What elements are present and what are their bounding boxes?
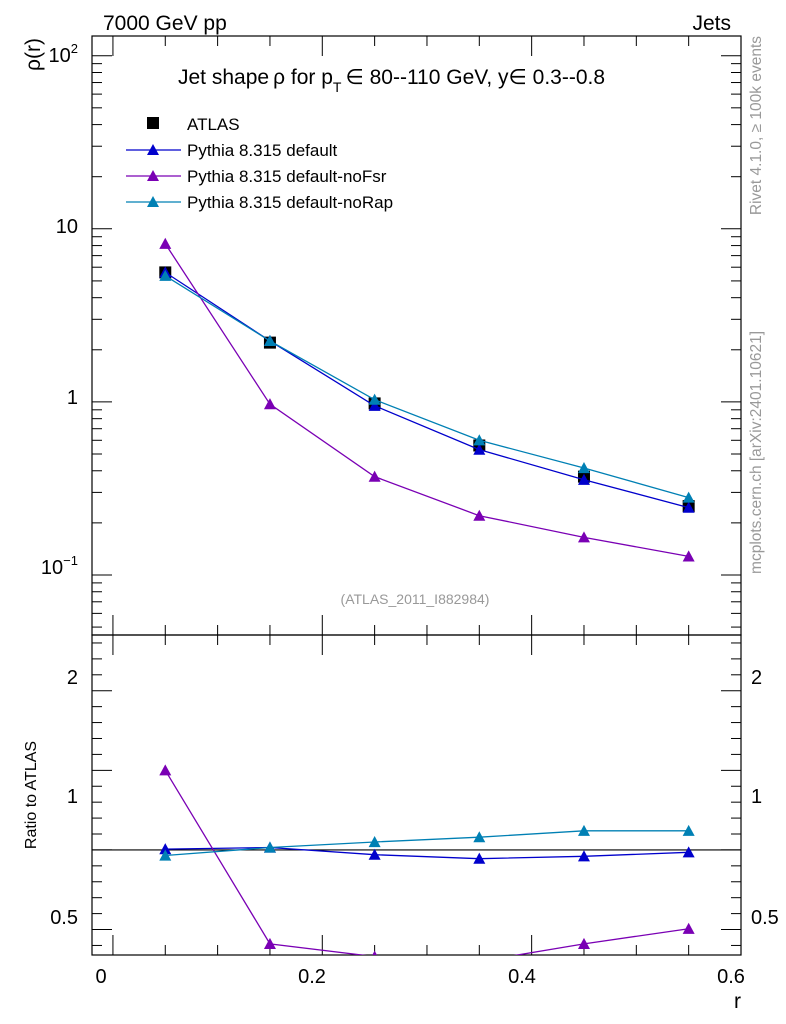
- data-point-noFsr: [263, 398, 276, 410]
- ratio-line-default: [165, 846, 689, 860]
- ratio-line-noRap: [165, 830, 689, 857]
- x-tick-label-0: 0: [95, 966, 106, 988]
- y-tick-label-0p1-base: 10: [41, 557, 63, 579]
- x-tick-labels: 0 0.2 0.4 0.6: [95, 966, 744, 988]
- x-axis-ticks: [112, 36, 742, 955]
- legend-marker-nofsr: [147, 170, 159, 181]
- ratio-y-tick-label-1-left: 1: [67, 786, 78, 808]
- ratio-point-noRap: [577, 824, 590, 836]
- y-tick-label-10: 10: [56, 216, 78, 238]
- ratio-y-tick-label-0p5-right: 0.5: [751, 907, 779, 929]
- legend-marker-atlas: [147, 117, 159, 129]
- data-point-noFsr: [577, 531, 590, 543]
- analysis-watermark: (ATLAS_2011_I882984): [341, 591, 490, 607]
- title-for: for: [285, 66, 321, 89]
- data-point-noRap: [159, 269, 172, 281]
- ratio-point-noRap: [263, 841, 276, 853]
- y-tick-label-100: 102: [49, 41, 78, 67]
- main-y-axis-label: ρ(r): [22, 38, 45, 71]
- ratio-y-axis-label: Ratio to ATLAS: [23, 741, 40, 849]
- data-point-noRap: [263, 334, 276, 347]
- ratio-point-default: [682, 846, 695, 858]
- x-tick-label-0p6: 0.6: [717, 966, 745, 988]
- data-point-default: [682, 501, 695, 513]
- main-y-tick-labels: 102 10 1 10−1: [41, 41, 78, 579]
- series-line-noRap: [164, 275, 689, 499]
- data-point-default: [368, 399, 381, 411]
- y-tick-label-100-exp: 2: [71, 41, 78, 56]
- data-point-noFsr: [473, 509, 486, 521]
- title-rho: ρ: [273, 66, 285, 89]
- ratio-point-default: [159, 843, 172, 855]
- y-tick-label-1: 1: [67, 387, 78, 409]
- ratio-point-noRap: [682, 824, 695, 836]
- main-series-layer: [159, 237, 695, 562]
- data-point-noFsr: [368, 470, 381, 482]
- ratio-point-default: [577, 850, 590, 862]
- ratio-point-noRap: [473, 831, 486, 843]
- ratio-point-noFsr: [159, 764, 172, 776]
- legend-label-default: Pythia 8.315 default: [187, 141, 338, 160]
- ratio-line-noFsr: [164, 769, 689, 955]
- main-y-axis-ticks: [92, 55, 741, 628]
- legend-marker-norap: [147, 196, 159, 207]
- ratio-point-noFsr: [473, 955, 485, 966]
- series-line-noFsr: [164, 243, 689, 558]
- title-subscript-t: T: [333, 79, 342, 95]
- mcplots-reference-label: mcplots.cern.ch [arXiv:2401.10621]: [748, 331, 765, 574]
- legend-label-nofsr: Pythia 8.315 default-noFsr: [187, 167, 387, 186]
- ratio-series-layer: [92, 764, 741, 966]
- ratio-point-default: [368, 848, 381, 860]
- ratio-point-noFsr: [577, 937, 590, 949]
- data-point-noFsr: [159, 237, 172, 249]
- ratio-point-noFsr: [263, 937, 276, 949]
- ratio-point-default: [473, 852, 486, 864]
- y-tick-label-0p1-exp: −1: [63, 553, 78, 568]
- legend-label-atlas: ATLAS: [187, 115, 240, 134]
- rivet-version-label: Rivet 4.1.0, ≥ 100k events: [748, 36, 765, 215]
- ratio-y-axis-ticks: [92, 642, 741, 946]
- data-point-noRap: [368, 393, 381, 405]
- y-tick-label-100-base: 10: [49, 45, 71, 67]
- ratio-point-noFsr: [682, 922, 695, 934]
- data-point-default: [473, 443, 486, 455]
- ratio-y-tick-label-0p5-left: 0.5: [50, 907, 78, 929]
- data-point-default: [577, 473, 590, 485]
- legend-marker-default: [147, 144, 159, 155]
- x-tick-label-0p4: 0.4: [508, 966, 536, 988]
- data-point-noRap: [473, 434, 486, 446]
- ratio-series-clipped: [159, 764, 695, 966]
- x-axis-label: r: [734, 990, 741, 1013]
- ratio-point-noRap: [159, 849, 172, 861]
- data-point-noRap: [682, 491, 695, 503]
- title-range: ∈ 80--110 GeV, y∈ 0.3--0.8: [345, 66, 605, 89]
- title-prefix: Jet shape: [178, 66, 269, 89]
- ratio-point-noFsr: [372, 950, 378, 955]
- ratio-y-tick-label-1-right: 1: [751, 786, 762, 808]
- legend: ATLAS Pythia 8.315 default Pythia 8.315 …: [126, 115, 393, 212]
- chart-title: Jet shape ρ for pT ∈ 80--110 GeV, y∈ 0.3--…: [178, 66, 605, 95]
- ratio-y-tick-label-2-right: 2: [751, 667, 762, 689]
- title-p: p: [321, 66, 333, 89]
- data-point-noFsr: [682, 550, 695, 562]
- ratio-y-tick-label-2-left: 2: [67, 667, 78, 689]
- series-line-default: [164, 271, 689, 509]
- data-point-noRap: [577, 462, 590, 474]
- legend-label-norap: Pythia 8.315 default-noRap: [187, 193, 393, 212]
- ratio-panel-frame: [91, 634, 742, 956]
- header-jets-label: Jets: [692, 12, 731, 35]
- ratio-y-tick-labels: 2 1 0.5 2 1 0.5: [50, 667, 779, 929]
- ratio-point-noRap: [368, 835, 381, 848]
- x-tick-label-0p2: 0.2: [298, 966, 326, 988]
- header-energy-label: 7000 GeV pp: [103, 12, 227, 35]
- y-tick-label-0p1: 10−1: [41, 553, 78, 579]
